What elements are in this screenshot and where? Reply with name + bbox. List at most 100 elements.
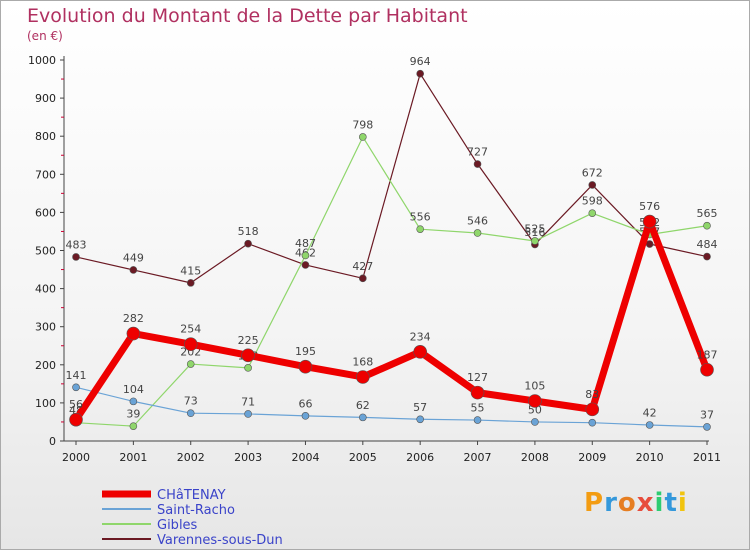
y-tick-label: 700 [35, 168, 56, 181]
x-tick-label: 2007 [464, 451, 492, 464]
data-label: 484 [697, 238, 718, 251]
data-point [588, 418, 597, 427]
data-label: 487 [295, 237, 316, 250]
series-line-châtenay [72, 218, 711, 424]
data-point [645, 240, 654, 248]
data-label: 525 [524, 222, 545, 235]
data-label: 83 [585, 388, 599, 401]
data-point [531, 237, 539, 245]
data-point [413, 345, 427, 359]
data-label: 71 [241, 395, 255, 408]
data-label: 39 [126, 408, 140, 421]
data-point [72, 253, 80, 261]
data-point [473, 416, 482, 424]
data-label: 518 [238, 225, 259, 238]
data-label: 168 [352, 355, 373, 368]
data-label: 282 [123, 312, 144, 325]
x-tick-label: 2005 [349, 451, 377, 464]
data-point [186, 279, 195, 287]
y-tick-label: 100 [35, 397, 56, 410]
data-label: 516 [524, 226, 545, 239]
data-label: 576 [639, 200, 660, 213]
data-point [470, 385, 485, 400]
legend-label: Varennes-sous-Dun [157, 533, 283, 548]
data-point [416, 69, 424, 78]
y-tick-label: 0 [49, 435, 56, 448]
data-label: 234 [410, 330, 431, 343]
data-point [241, 348, 255, 363]
data-label: 427 [352, 260, 373, 273]
data-point [359, 413, 367, 422]
data-label: 56 [69, 398, 83, 411]
x-tick-label: 2009 [578, 451, 606, 464]
chart-unit: (en €) [27, 29, 63, 43]
series-line-varennes-sous-dun [75, 73, 708, 284]
logo-letter: P [584, 488, 605, 518]
y-tick-label: 900 [35, 92, 56, 105]
series-line-gibles [75, 136, 708, 427]
data-label: 62 [356, 399, 370, 412]
chart-title: Evolution du Montant de la Dette par Hab… [27, 5, 468, 27]
data-label: 672 [582, 166, 603, 179]
data-point [588, 209, 597, 217]
series-line-saint-racho [75, 386, 708, 428]
data-label: 141 [66, 369, 87, 382]
data-point [416, 225, 424, 233]
logo-letter: i [654, 488, 665, 518]
data-label: 73 [184, 395, 198, 408]
legend-label: Saint-Racho [157, 503, 235, 518]
data-point [244, 364, 252, 372]
data-point [186, 409, 195, 417]
logo-letter: i [677, 488, 688, 518]
data-point [301, 412, 310, 420]
logo-letter: r [604, 488, 618, 518]
data-point [301, 261, 310, 269]
data-point [129, 397, 138, 406]
y-tick-label: 200 [35, 359, 56, 372]
data-label: 187 [697, 348, 718, 361]
data-label: 449 [123, 251, 144, 264]
data-point [183, 337, 198, 352]
data-label: 565 [697, 207, 718, 220]
data-point [588, 181, 597, 189]
data-point [473, 229, 482, 237]
x-tick-label: 2010 [636, 451, 664, 464]
data-point [69, 412, 83, 427]
data-label: 225 [238, 334, 259, 347]
data-point [359, 274, 367, 283]
x-tick-label: 2004 [291, 451, 319, 464]
logo-letter: o [617, 488, 637, 518]
data-point [642, 214, 657, 229]
data-label: 57 [413, 401, 427, 414]
data-point [585, 402, 600, 417]
data-label: 127 [467, 371, 488, 384]
data-label: 415 [180, 264, 201, 277]
data-label: 42 [643, 406, 657, 419]
data-point [126, 326, 141, 341]
data-label: 66 [298, 397, 312, 410]
data-point [531, 418, 539, 426]
data-label: 483 [66, 238, 87, 251]
data-point [129, 266, 138, 274]
data-point [528, 394, 542, 408]
data-point [129, 422, 138, 430]
data-point [703, 423, 711, 431]
data-point [301, 251, 310, 260]
x-tick-label: 2000 [62, 451, 90, 464]
data-label: 964 [410, 55, 431, 68]
proxiti-logo: Proxiti [584, 488, 688, 518]
data-point [703, 221, 711, 230]
logo-letter: t [664, 488, 678, 518]
data-label: 598 [582, 195, 603, 208]
data-point [700, 362, 714, 377]
data-point [244, 239, 252, 248]
y-tick-label: 500 [35, 245, 56, 258]
data-point [359, 133, 367, 141]
x-tick-label: 2001 [119, 451, 147, 464]
x-tick-label: 2003 [234, 451, 262, 464]
x-tick-label: 2011 [693, 451, 721, 464]
data-point [645, 421, 654, 429]
x-tick-label: 2008 [521, 451, 549, 464]
